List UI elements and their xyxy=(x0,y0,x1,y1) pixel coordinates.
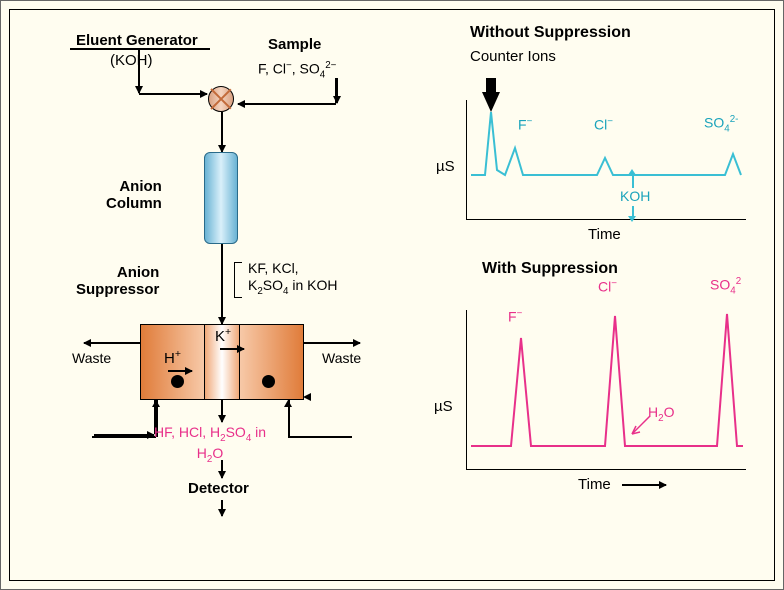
koh-arrow-up xyxy=(632,174,634,188)
waste-left-label: Waste xyxy=(72,350,111,366)
eluent-underline xyxy=(70,48,210,50)
y-label-2: µS xyxy=(434,398,453,415)
suppressor-cell-right xyxy=(239,324,304,400)
regen-l-h xyxy=(92,436,156,438)
chromatogram-panel: Without Suppression Counter Ions µS F− C… xyxy=(430,10,770,580)
line-sample-v xyxy=(335,78,337,103)
anion-column-label: Anion Column xyxy=(106,178,162,212)
arrow-k-plus xyxy=(220,348,244,350)
species-bracket xyxy=(234,262,242,298)
diagram-frame: Eluent Generator (KOH) Sample F, Cl−, SO… xyxy=(9,9,775,581)
cl-peak-2: Cl− xyxy=(598,278,617,295)
so4-peak-2: SO42 xyxy=(710,276,741,296)
without-title: Without Suppression xyxy=(470,24,631,42)
electrode-left xyxy=(171,375,184,388)
arrow-column-to-suppressor xyxy=(221,244,223,324)
time-arrow-2 xyxy=(622,484,666,486)
arrow-suppressor-out xyxy=(221,400,223,422)
anion-column xyxy=(204,152,238,244)
detector-label: Detector xyxy=(188,480,249,497)
arrow-h-plus xyxy=(168,370,192,372)
koh-arrowhead-down xyxy=(628,216,636,222)
x-label-1: Time xyxy=(588,226,621,243)
k-plus-label: K+ xyxy=(215,326,231,345)
eluent-generator-label: Eluent Generator xyxy=(76,32,198,49)
arrow-sample-left xyxy=(238,103,336,105)
y-label-1: µS xyxy=(436,158,455,175)
regen-l-head xyxy=(152,400,160,407)
trace-with xyxy=(467,310,747,470)
waste-right-label: Waste xyxy=(322,350,361,366)
arrow-waste-right xyxy=(304,342,360,344)
mixing-valve xyxy=(208,86,234,112)
koh-arrowhead-up xyxy=(628,169,636,175)
electrode-right xyxy=(262,375,275,388)
flow-diagram: Eluent Generator (KOH) Sample F, Cl−, SO… xyxy=(10,10,420,580)
koh-baseline-label: KOH xyxy=(620,188,650,204)
so4-peak-1: SO42- xyxy=(704,114,738,134)
arrow-to-detector xyxy=(221,460,223,478)
h2o-arrow xyxy=(626,414,656,444)
h-plus-label: H+ xyxy=(164,348,181,367)
f-peak-2: F− xyxy=(508,308,522,325)
with-title: With Suppression xyxy=(482,260,618,278)
arrow-eluent-down xyxy=(138,49,140,93)
regen-r-head xyxy=(284,400,292,407)
without-subtitle: Counter Ions xyxy=(470,48,556,65)
species-label: KF, KCl,K2SO4 in KOH xyxy=(248,260,338,297)
arrow-eluent-right xyxy=(139,93,207,95)
f-peak-1: F− xyxy=(518,116,532,133)
sample-ions-label: F, Cl−, SO42− xyxy=(258,60,336,80)
sample-label: Sample xyxy=(268,36,321,53)
arrow-detector-out xyxy=(221,500,223,516)
arrow-valve-to-column xyxy=(221,112,223,152)
arrow-waste-left xyxy=(84,342,140,344)
x-label-2: Time xyxy=(578,476,611,493)
plot-with xyxy=(466,310,746,470)
output-species-label: HF, HCl, H2SO4 inH2O xyxy=(154,424,266,465)
anion-suppressor-label: Anion Suppressor xyxy=(76,264,159,298)
cl-peak-1: Cl− xyxy=(594,116,613,133)
regen-r-h xyxy=(288,436,352,438)
eluent-koh-label: (KOH) xyxy=(110,52,153,69)
